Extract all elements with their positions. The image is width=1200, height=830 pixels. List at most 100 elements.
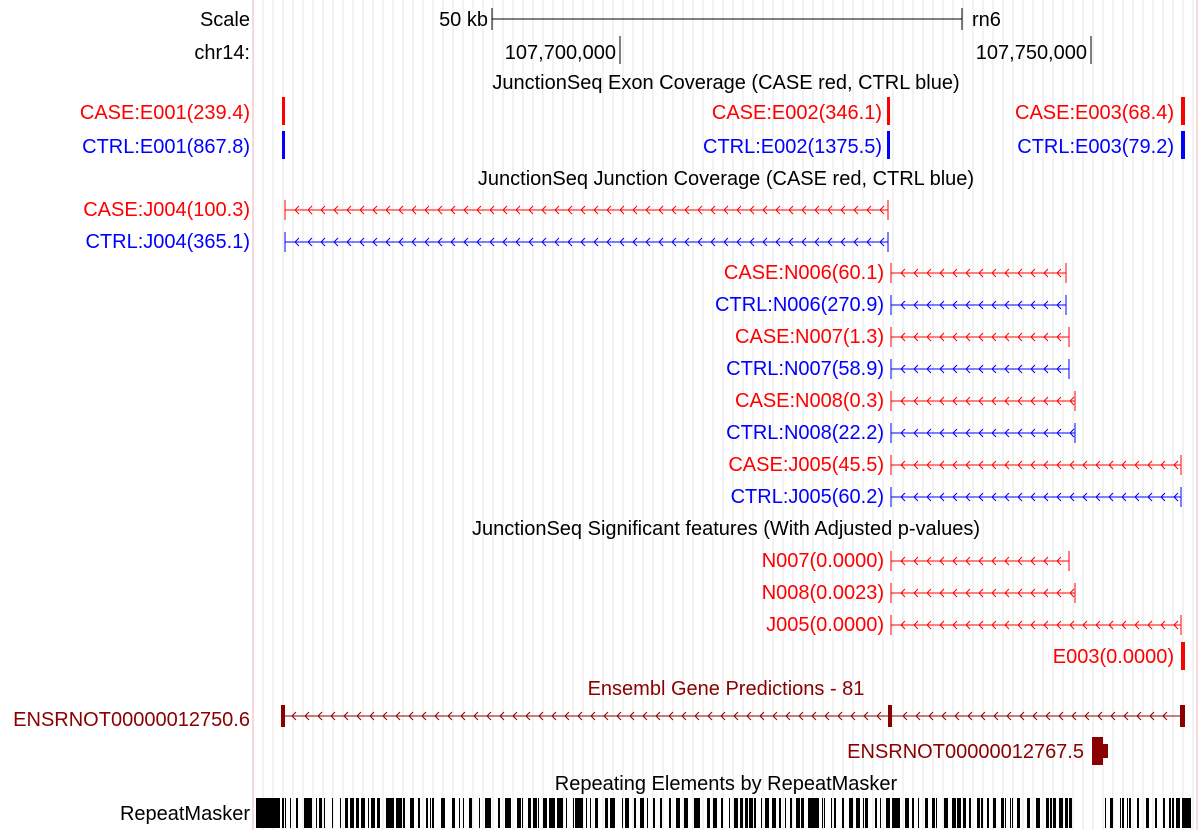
exon-item-label[interactable]: CTRL:E002(1375.5) — [703, 136, 882, 158]
junction-item-label[interactable]: CTRL:N006(270.9) — [715, 294, 884, 316]
repeat-block — [304, 798, 312, 828]
repeat-block — [875, 798, 877, 828]
repeat-block — [282, 798, 284, 828]
ensembl-item-label[interactable]: ENSRNOT00000012767.5 — [847, 741, 1084, 763]
ctrl-e002-mark — [887, 131, 890, 159]
repeat-block — [1036, 798, 1040, 828]
exon-item-label[interactable]: CTRL:E003(79.2) — [1017, 136, 1174, 158]
sig-item-label[interactable]: N007(0.0000) — [761, 550, 884, 572]
junction-item-label[interactable]: CTRL:J005(60.2) — [730, 486, 884, 508]
repeat-block — [729, 798, 730, 828]
repeat-block — [925, 798, 928, 828]
repeat-block — [734, 798, 738, 828]
repeat-block — [538, 798, 539, 828]
repeat-block — [969, 798, 971, 828]
repeat-block — [1120, 798, 1121, 828]
repeat-block — [1001, 798, 1004, 828]
repeatmasker-blocks — [256, 798, 1191, 828]
repeat-block — [754, 798, 756, 828]
repeat-block — [410, 798, 414, 828]
repeat-block — [987, 798, 989, 828]
junction-item-label[interactable]: CTRL:N007(58.9) — [726, 358, 884, 380]
junction-case-j004 — [284, 200, 889, 220]
repeat-block — [505, 798, 511, 828]
repeat-block — [957, 798, 961, 828]
repeat-block — [653, 798, 655, 828]
repeat-block — [834, 798, 836, 828]
ensembl-gene-model — [281, 705, 1185, 765]
repeat-block — [669, 798, 671, 828]
repeat-block — [1010, 798, 1011, 828]
junction-item-label[interactable]: CASE:N006(60.1) — [723, 262, 884, 284]
repeat-block — [634, 798, 636, 828]
repeat-block — [386, 798, 394, 828]
repeat-block — [822, 798, 823, 828]
ensembl-12767-exon-small — [1103, 744, 1108, 758]
repeat-side-label[interactable]: RepeatMasker — [119, 803, 250, 825]
sig-junction-n008 — [890, 583, 1076, 603]
repeat-block — [1110, 798, 1113, 828]
sig-item-label[interactable]: J005(0.0000) — [766, 614, 884, 636]
case-e003-mark — [1181, 97, 1185, 125]
exon-ctrl-side-label[interactable]: CTRL:E001(867.8) — [82, 136, 250, 158]
repeat-block — [772, 798, 776, 828]
repeat-block — [1146, 798, 1149, 828]
assembly-label: rn6 — [972, 9, 1001, 31]
junction-ctrl-j005 — [890, 487, 1182, 507]
junction-ctrl-side-label[interactable]: CTRL:J004(365.1) — [85, 231, 250, 253]
repeat-block — [785, 798, 786, 828]
repeat-block — [1065, 798, 1068, 828]
repeat-block — [1050, 798, 1052, 828]
repeat-block — [1017, 798, 1020, 828]
repeat-block — [432, 798, 434, 828]
sig-item-label[interactable]: N008(0.0023) — [761, 582, 884, 604]
repeat-block — [479, 798, 480, 828]
repeat-block — [918, 798, 919, 828]
junction-item-label[interactable]: CASE:N007(1.3) — [735, 326, 884, 348]
junction-item-label[interactable]: CASE:J005(45.5) — [728, 454, 884, 476]
sig-junction-j005 — [890, 615, 1182, 635]
repeat-block — [590, 798, 591, 828]
junction-item-label[interactable]: CASE:N008(0.3) — [735, 390, 884, 412]
exon-case-side-label[interactable]: CASE:E001(239.4) — [79, 102, 250, 124]
repeat-block — [605, 798, 608, 828]
repeat-block — [1105, 798, 1106, 828]
junction-case-side-label[interactable]: CASE:J004(100.3) — [83, 199, 250, 221]
repeat-block — [1155, 798, 1157, 828]
repeat-block — [1169, 798, 1171, 828]
repeat-block — [963, 798, 966, 828]
ruler-tick-label: 107,750,000 — [975, 42, 1087, 64]
exon-item-label[interactable]: CASE:E002(346.1) — [711, 102, 882, 124]
repeat-block — [324, 798, 325, 828]
repeat-block — [865, 798, 868, 828]
repeat-block — [694, 798, 700, 828]
repeat-block — [377, 798, 380, 828]
repeat-block — [886, 798, 890, 828]
repeat-block — [418, 798, 420, 828]
exon-item-label[interactable]: CASE:E003(68.4) — [1015, 102, 1174, 124]
junction-case-j005 — [890, 455, 1182, 475]
repeat-block — [430, 798, 431, 828]
repeat-block — [831, 798, 832, 828]
repeat-block — [625, 798, 629, 828]
repeat-block — [1069, 798, 1072, 828]
case-e001-mark — [282, 97, 285, 125]
repeat-block — [993, 798, 996, 828]
repeat-block — [622, 798, 623, 828]
scale-text: 50 kb — [439, 9, 488, 31]
repeat-block — [761, 798, 762, 828]
repeat-block — [977, 798, 980, 828]
repeat-block — [1027, 798, 1030, 828]
sig-item-label[interactable]: E003(0.0000) — [1052, 646, 1174, 668]
ensembl-exon-2 — [888, 705, 892, 727]
repeat-block — [660, 798, 662, 828]
junction-item-label[interactable]: CTRL:N008(22.2) — [726, 422, 884, 444]
repeat-block — [316, 798, 317, 828]
repeat-block — [610, 798, 615, 828]
ensembl-side-label[interactable]: ENSRNOT00000012750.6 — [13, 709, 250, 731]
repeat-block — [740, 798, 743, 828]
repeat-block — [1059, 798, 1063, 828]
repeat-block — [543, 798, 547, 828]
repeat-block — [498, 798, 500, 828]
